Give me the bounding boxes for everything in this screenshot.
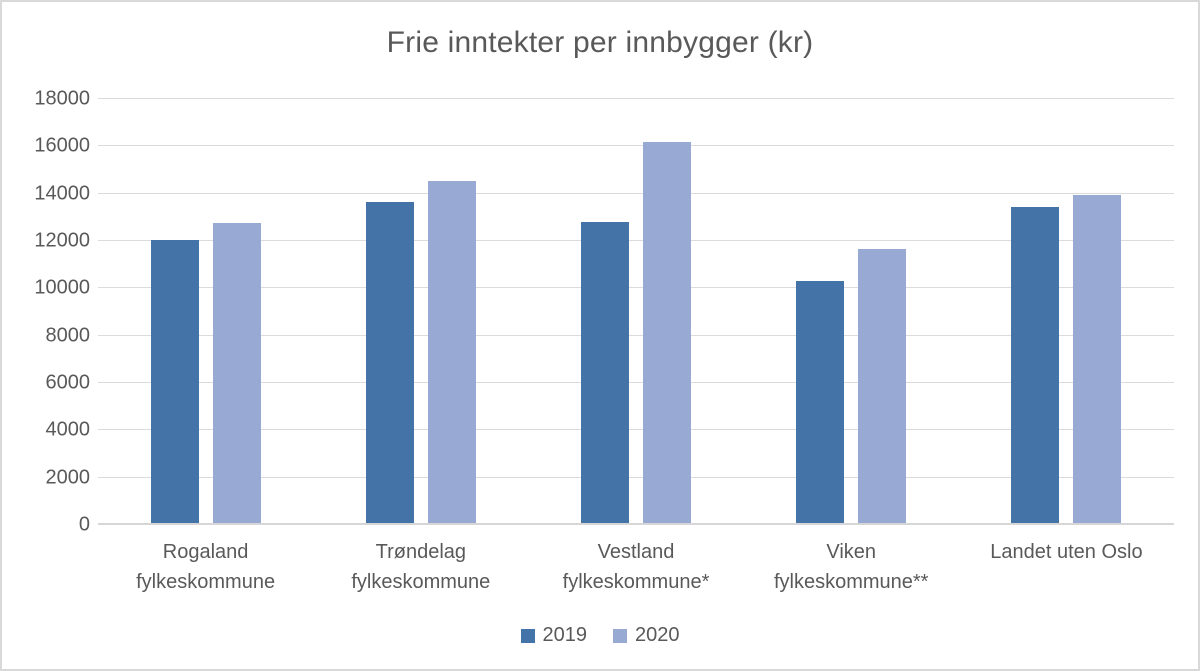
gridline [98,192,1174,194]
bar-2019 [796,281,845,525]
plot-area [98,98,1174,525]
gridline [98,240,1174,242]
x-category-label: Vestland fylkeskommune* [562,541,710,593]
gridline [98,429,1174,431]
bar-group [528,99,743,525]
chart-title: Frie inntekter per innbygger (kr) [386,26,814,59]
legend: 2019 2020 [2,624,1198,647]
y-tick-label: 6000 [45,371,91,394]
gridline [98,382,1174,384]
bar-2020 [212,223,261,525]
legend-item-2020: 2020 [613,624,680,647]
gridline [98,98,1174,99]
gridline [98,476,1174,478]
legend-swatch-icon [613,628,627,643]
y-tick-label: 10000 [34,276,90,299]
y-axis: 0 2000 4000 6000 8000 10000 12000 14000 16000 180… [2,88,91,536]
bar-2019 [365,201,414,525]
legend-label: 2020 [635,624,680,646]
bar-group [744,99,959,525]
gridline [98,287,1174,289]
gridline [98,334,1174,336]
x-axis-line [98,523,1174,525]
y-tick-label: 2000 [45,466,91,489]
bar-group [959,99,1174,525]
x-category-label: Viken fylkeskommune** [773,541,929,593]
legend-label: 2019 [542,624,588,646]
x-category-label: Trøndelag fylkeskommune [351,541,491,593]
bar-group [313,99,528,525]
x-category-label: Rogaland fylkeskommune [136,541,276,593]
y-tick-label: 4000 [45,418,91,441]
bar-2020 [1073,194,1122,525]
gridline [98,145,1174,147]
legend-swatch-icon [520,628,535,643]
legend-item-2019: 2019 [520,624,588,647]
bar-2020 [427,180,476,525]
bar-group [98,99,313,525]
y-tick-label: 12000 [34,229,90,252]
bar-2019 [1011,206,1060,525]
x-axis: Rogaland fylkeskommune Trøndelag fylkesko… [98,537,1174,597]
y-tick-label: 18000 [34,87,90,110]
y-tick-label: 8000 [45,324,91,347]
bar-2019 [150,239,199,525]
bar-2019 [581,222,629,525]
y-tick-label: 16000 [34,134,90,157]
bar-2020 [858,249,907,525]
x-category-label: Landet uten Oslo [990,541,1143,563]
y-tick-label: 14000 [34,182,90,205]
bar-2020 [643,141,691,525]
bar-groups [98,99,1174,525]
y-tick-label: 0 [78,513,90,536]
